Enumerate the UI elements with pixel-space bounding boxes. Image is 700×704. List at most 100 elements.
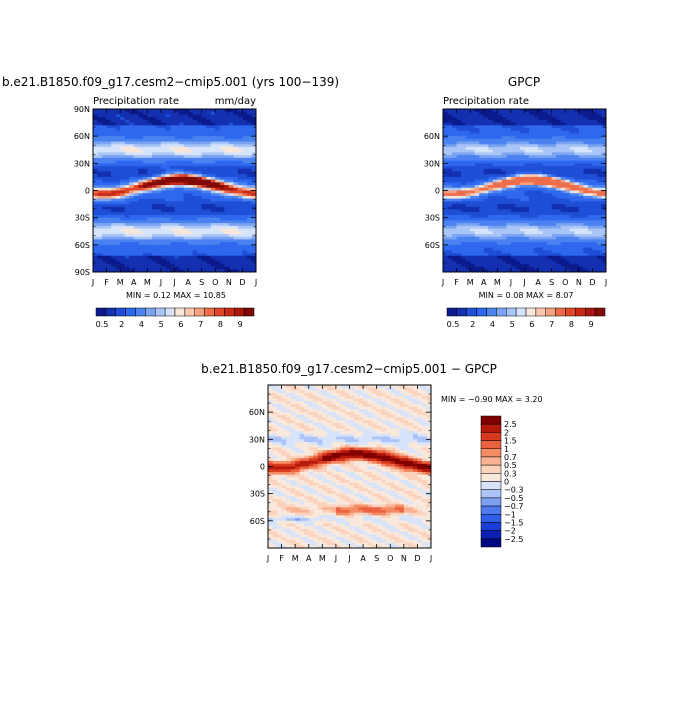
field-cell — [538, 196, 543, 199]
field-cell — [534, 136, 539, 139]
field-cell — [247, 253, 252, 256]
field-cell — [574, 131, 579, 134]
field-cell — [525, 112, 530, 115]
field-cell — [242, 253, 247, 256]
field-cell — [206, 199, 211, 202]
field-cell — [134, 169, 139, 172]
field-cell — [138, 144, 143, 147]
field-cell — [529, 250, 534, 253]
field-cell — [529, 120, 534, 123]
field-cell — [597, 123, 602, 126]
field-cell — [211, 191, 216, 194]
field-cell — [461, 223, 466, 226]
field-cell — [470, 171, 475, 174]
field-cell — [193, 239, 198, 242]
field-cell — [470, 223, 475, 226]
field-cell — [592, 166, 597, 169]
field-cell — [534, 210, 539, 213]
field-cell — [193, 155, 198, 158]
field-cell — [443, 239, 448, 242]
field-cell — [156, 128, 161, 131]
field-cell — [93, 264, 98, 267]
field-cell — [561, 177, 566, 180]
field-cell — [359, 407, 364, 410]
field-cell — [138, 242, 143, 245]
field-cell — [561, 220, 566, 223]
field-cell — [197, 123, 202, 126]
field-cell — [188, 242, 193, 245]
field-cell — [238, 163, 243, 166]
field-cell — [179, 171, 184, 174]
field-cell — [233, 163, 238, 166]
field-cell — [300, 412, 305, 415]
field-cell — [493, 223, 498, 226]
field-cell — [547, 250, 552, 253]
field-cell — [193, 128, 198, 131]
field-cell — [138, 267, 143, 270]
field-cell — [448, 163, 453, 166]
field-cell — [202, 212, 207, 215]
field-cell — [242, 166, 247, 169]
field-cell — [345, 401, 350, 404]
field-cell — [520, 139, 525, 142]
field-cell — [543, 185, 548, 188]
field-cell — [202, 128, 207, 131]
field-cell — [497, 229, 502, 232]
field-cell — [543, 223, 548, 226]
field-cell — [304, 401, 309, 404]
field-cell — [138, 174, 143, 177]
field-cell — [143, 231, 148, 234]
field-cell — [354, 393, 359, 396]
field-cell — [138, 210, 143, 213]
field-cell — [238, 196, 243, 199]
field-cell — [457, 125, 462, 128]
field-cell — [354, 399, 359, 402]
field-cell — [206, 166, 211, 169]
field-cell — [457, 136, 462, 139]
field-cell — [597, 169, 602, 172]
field-cell — [184, 231, 189, 234]
field-cell — [165, 237, 170, 240]
field-cell — [125, 229, 130, 232]
field-cell — [147, 133, 152, 136]
field-cell — [170, 171, 175, 174]
field-cell — [224, 207, 229, 210]
field-cell — [179, 112, 184, 115]
field-cell — [511, 210, 516, 213]
field-cell — [277, 404, 282, 407]
field-cell — [547, 218, 552, 221]
field-cell — [484, 234, 489, 237]
field-cell — [156, 131, 161, 134]
field-cell — [184, 128, 189, 131]
field-cell — [291, 415, 296, 418]
field-cell — [597, 182, 602, 185]
field-cell — [318, 415, 323, 418]
field-cell — [511, 226, 516, 229]
field-cell — [543, 163, 548, 166]
field-cell — [233, 150, 238, 153]
field-cell — [565, 182, 570, 185]
field-cell — [493, 147, 498, 150]
field-cell — [484, 204, 489, 207]
field-cell — [313, 396, 318, 399]
field-cell — [98, 161, 103, 164]
field-cell — [583, 182, 588, 185]
field-cell — [179, 258, 184, 261]
field-cell — [206, 267, 211, 270]
field-cell — [188, 123, 193, 126]
field-cell — [179, 139, 184, 142]
field-cell — [111, 226, 116, 229]
field-cell — [488, 226, 493, 229]
field-cell — [529, 136, 534, 139]
field-cell — [170, 114, 175, 117]
field-cell — [111, 177, 116, 180]
field-cell — [242, 248, 247, 251]
field-cell — [156, 207, 161, 210]
field-cell — [206, 161, 211, 164]
field-cell — [470, 161, 475, 164]
field-cell — [215, 166, 220, 169]
field-cell — [466, 136, 471, 139]
field-cell — [193, 169, 198, 172]
field-cell — [538, 264, 543, 267]
field-cell — [184, 158, 189, 161]
